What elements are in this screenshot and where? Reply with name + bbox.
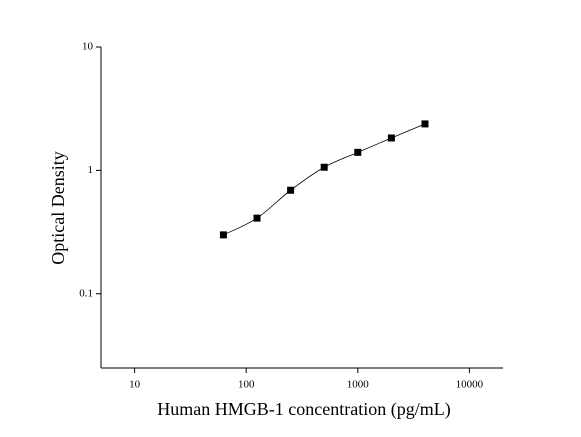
data-point bbox=[320, 163, 328, 171]
x-tick-label: 100 bbox=[238, 379, 255, 391]
x-tick-label: 10 bbox=[129, 379, 141, 391]
y-axis-label: Optical Density bbox=[48, 151, 68, 264]
data-point bbox=[287, 186, 295, 194]
x-tick-label: 1000 bbox=[347, 379, 370, 391]
y-tick-label: 10 bbox=[82, 41, 94, 53]
y-tick-label: 1 bbox=[88, 164, 94, 176]
data-point bbox=[253, 214, 261, 222]
data-point bbox=[354, 148, 362, 156]
data-point bbox=[219, 231, 227, 239]
data-point bbox=[421, 120, 429, 128]
y-tick-label: 0.1 bbox=[79, 287, 93, 299]
x-axis-label: Human HMGB-1 concentration (pg/mL) bbox=[157, 399, 450, 420]
x-tick-label: 10000 bbox=[456, 379, 484, 391]
data-point bbox=[387, 134, 395, 142]
